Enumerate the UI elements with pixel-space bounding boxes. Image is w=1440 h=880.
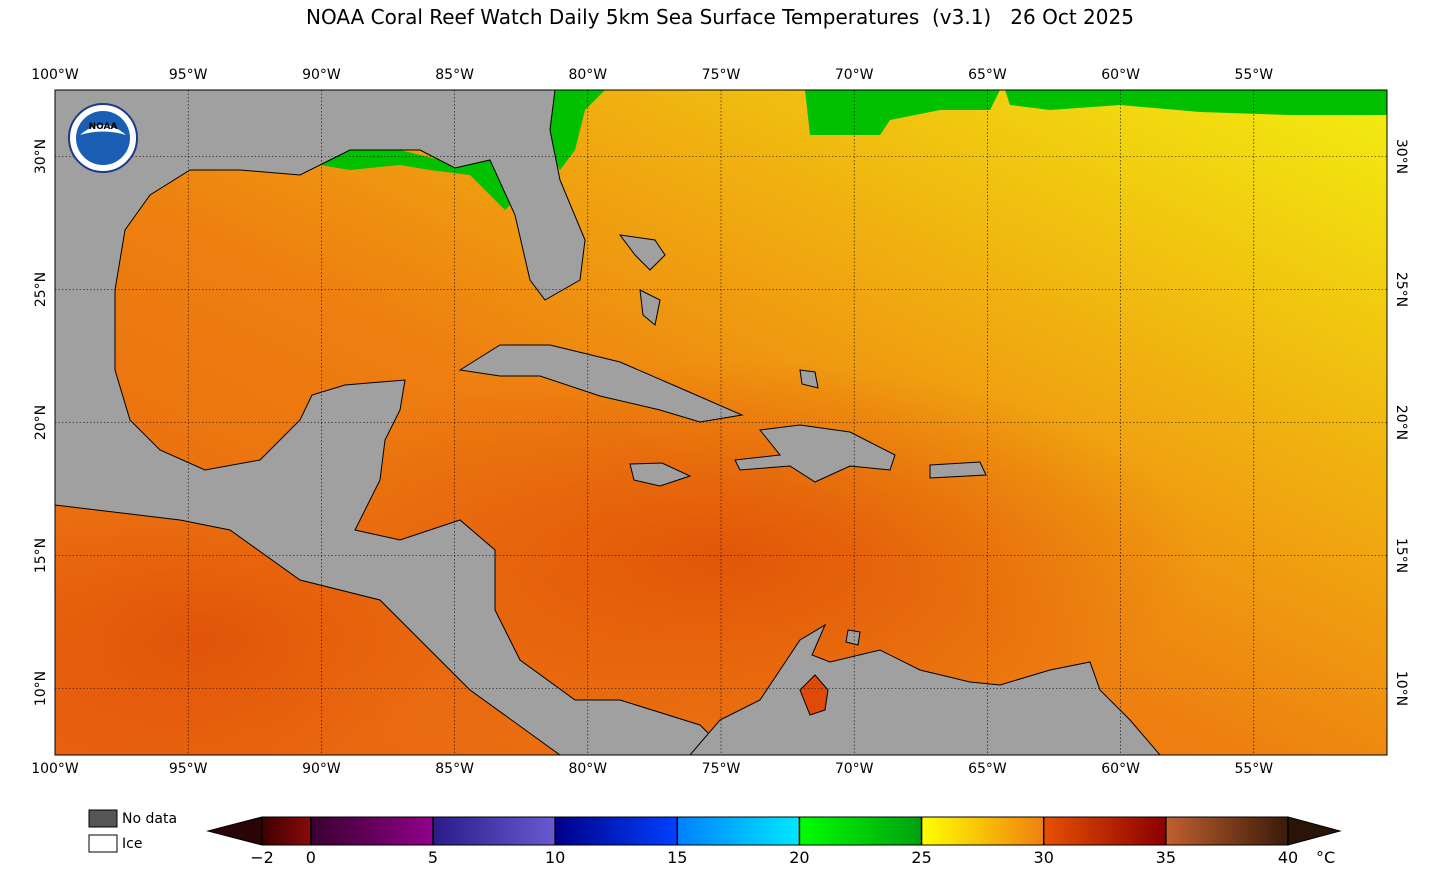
noaa-logo: NOAA <box>68 103 138 173</box>
cold-water <box>310 90 1387 210</box>
colorbar-segment <box>1043 817 1166 845</box>
colorbar-tick-label: 30 <box>1034 848 1054 867</box>
legend-label: Ice <box>122 836 142 852</box>
axes: 100°W 100°W 95°W 95°W 90°W 90°W 85°W 85°W 80°W 80… <box>31 67 1409 777</box>
lon-label-top: 55°W <box>1234 67 1273 83</box>
logo-text: NOAA <box>89 122 118 132</box>
legend-swatch <box>88 809 118 828</box>
colorbar-segment <box>1165 817 1288 845</box>
colorbar-tick-label: −2 <box>250 848 274 867</box>
colorbar-segment <box>310 817 433 845</box>
colorbar-segment <box>799 817 922 845</box>
lat-label-right: 20°N <box>1393 405 1409 440</box>
grid <box>55 90 1387 755</box>
colorbar-tick-label: 40 <box>1278 848 1298 867</box>
lon-label-top: 60°W <box>1101 67 1140 83</box>
logo-disc <box>76 111 130 165</box>
colorbar: −2 0 5 10 15 20 25 30 35 40 °C <box>206 816 1342 867</box>
colorbar-tick-label: 0 <box>306 848 316 867</box>
lon-label-top: 70°W <box>835 67 874 83</box>
lat-label-right: 30°N <box>1393 139 1409 174</box>
lon-label-bottom: 60°W <box>1101 761 1140 777</box>
lon-label-top: 90°W <box>302 67 341 83</box>
legend: No data Ice <box>88 809 177 853</box>
colorbar-extend-low <box>206 816 263 846</box>
lon-label-top: 80°W <box>568 67 607 83</box>
colorbar-tick-label: 20 <box>789 848 809 867</box>
lat-label-right: 10°N <box>1393 671 1409 706</box>
lon-label-bottom: 70°W <box>835 761 874 777</box>
lat-label-right: 15°N <box>1393 538 1409 573</box>
lon-label-top: 100°W <box>31 67 79 83</box>
title: NOAA Coral Reef Watch Daily 5km Sea Surf… <box>306 5 1134 29</box>
colorbar-segment <box>677 817 800 845</box>
lat-label-left: 20°N <box>33 405 49 440</box>
lon-label-top: 95°W <box>169 67 208 83</box>
lake <box>799 674 829 716</box>
logo-bird <box>80 125 126 135</box>
lon-label-bottom: 90°W <box>302 761 341 777</box>
lon-label-bottom: 85°W <box>435 761 474 777</box>
map-frame <box>54 89 1388 756</box>
colorbar-segment <box>921 817 1044 845</box>
legend-label: No data <box>122 811 177 827</box>
lat-label-left: 10°N <box>33 671 49 706</box>
colorbar-segment <box>433 817 556 845</box>
colorbar-tick-label: 5 <box>428 848 438 867</box>
colorbar-segment <box>555 817 678 845</box>
lat-label-left: 15°N <box>33 538 49 573</box>
colorbar-extend-high <box>1287 816 1342 846</box>
lat-label-left: 30°N <box>33 139 49 174</box>
lat-label-left: 25°N <box>33 272 49 307</box>
colorbar-tick-label: 10 <box>545 848 565 867</box>
lon-label-bottom: 55°W <box>1234 761 1273 777</box>
lat-label-right: 25°N <box>1393 272 1409 307</box>
lon-label-bottom: 80°W <box>568 761 607 777</box>
lon-label-bottom: 95°W <box>169 761 208 777</box>
lon-label-bottom: 65°W <box>968 761 1007 777</box>
colorbar-tick-label: 15 <box>667 848 687 867</box>
lon-label-top: 75°W <box>702 67 741 83</box>
colorbar-tick-label: 25 <box>911 848 931 867</box>
colorbar-tick-label: 35 <box>1156 848 1176 867</box>
colorbar-unit: °C <box>1316 848 1335 867</box>
lon-label-top: 65°W <box>968 67 1007 83</box>
legend-swatch <box>88 834 118 853</box>
lon-label-top: 85°W <box>435 67 474 83</box>
lon-label-bottom: 100°W <box>31 761 79 777</box>
map-area <box>55 90 1387 755</box>
colorbar-segment <box>262 817 311 845</box>
lon-label-bottom: 75°W <box>702 761 741 777</box>
